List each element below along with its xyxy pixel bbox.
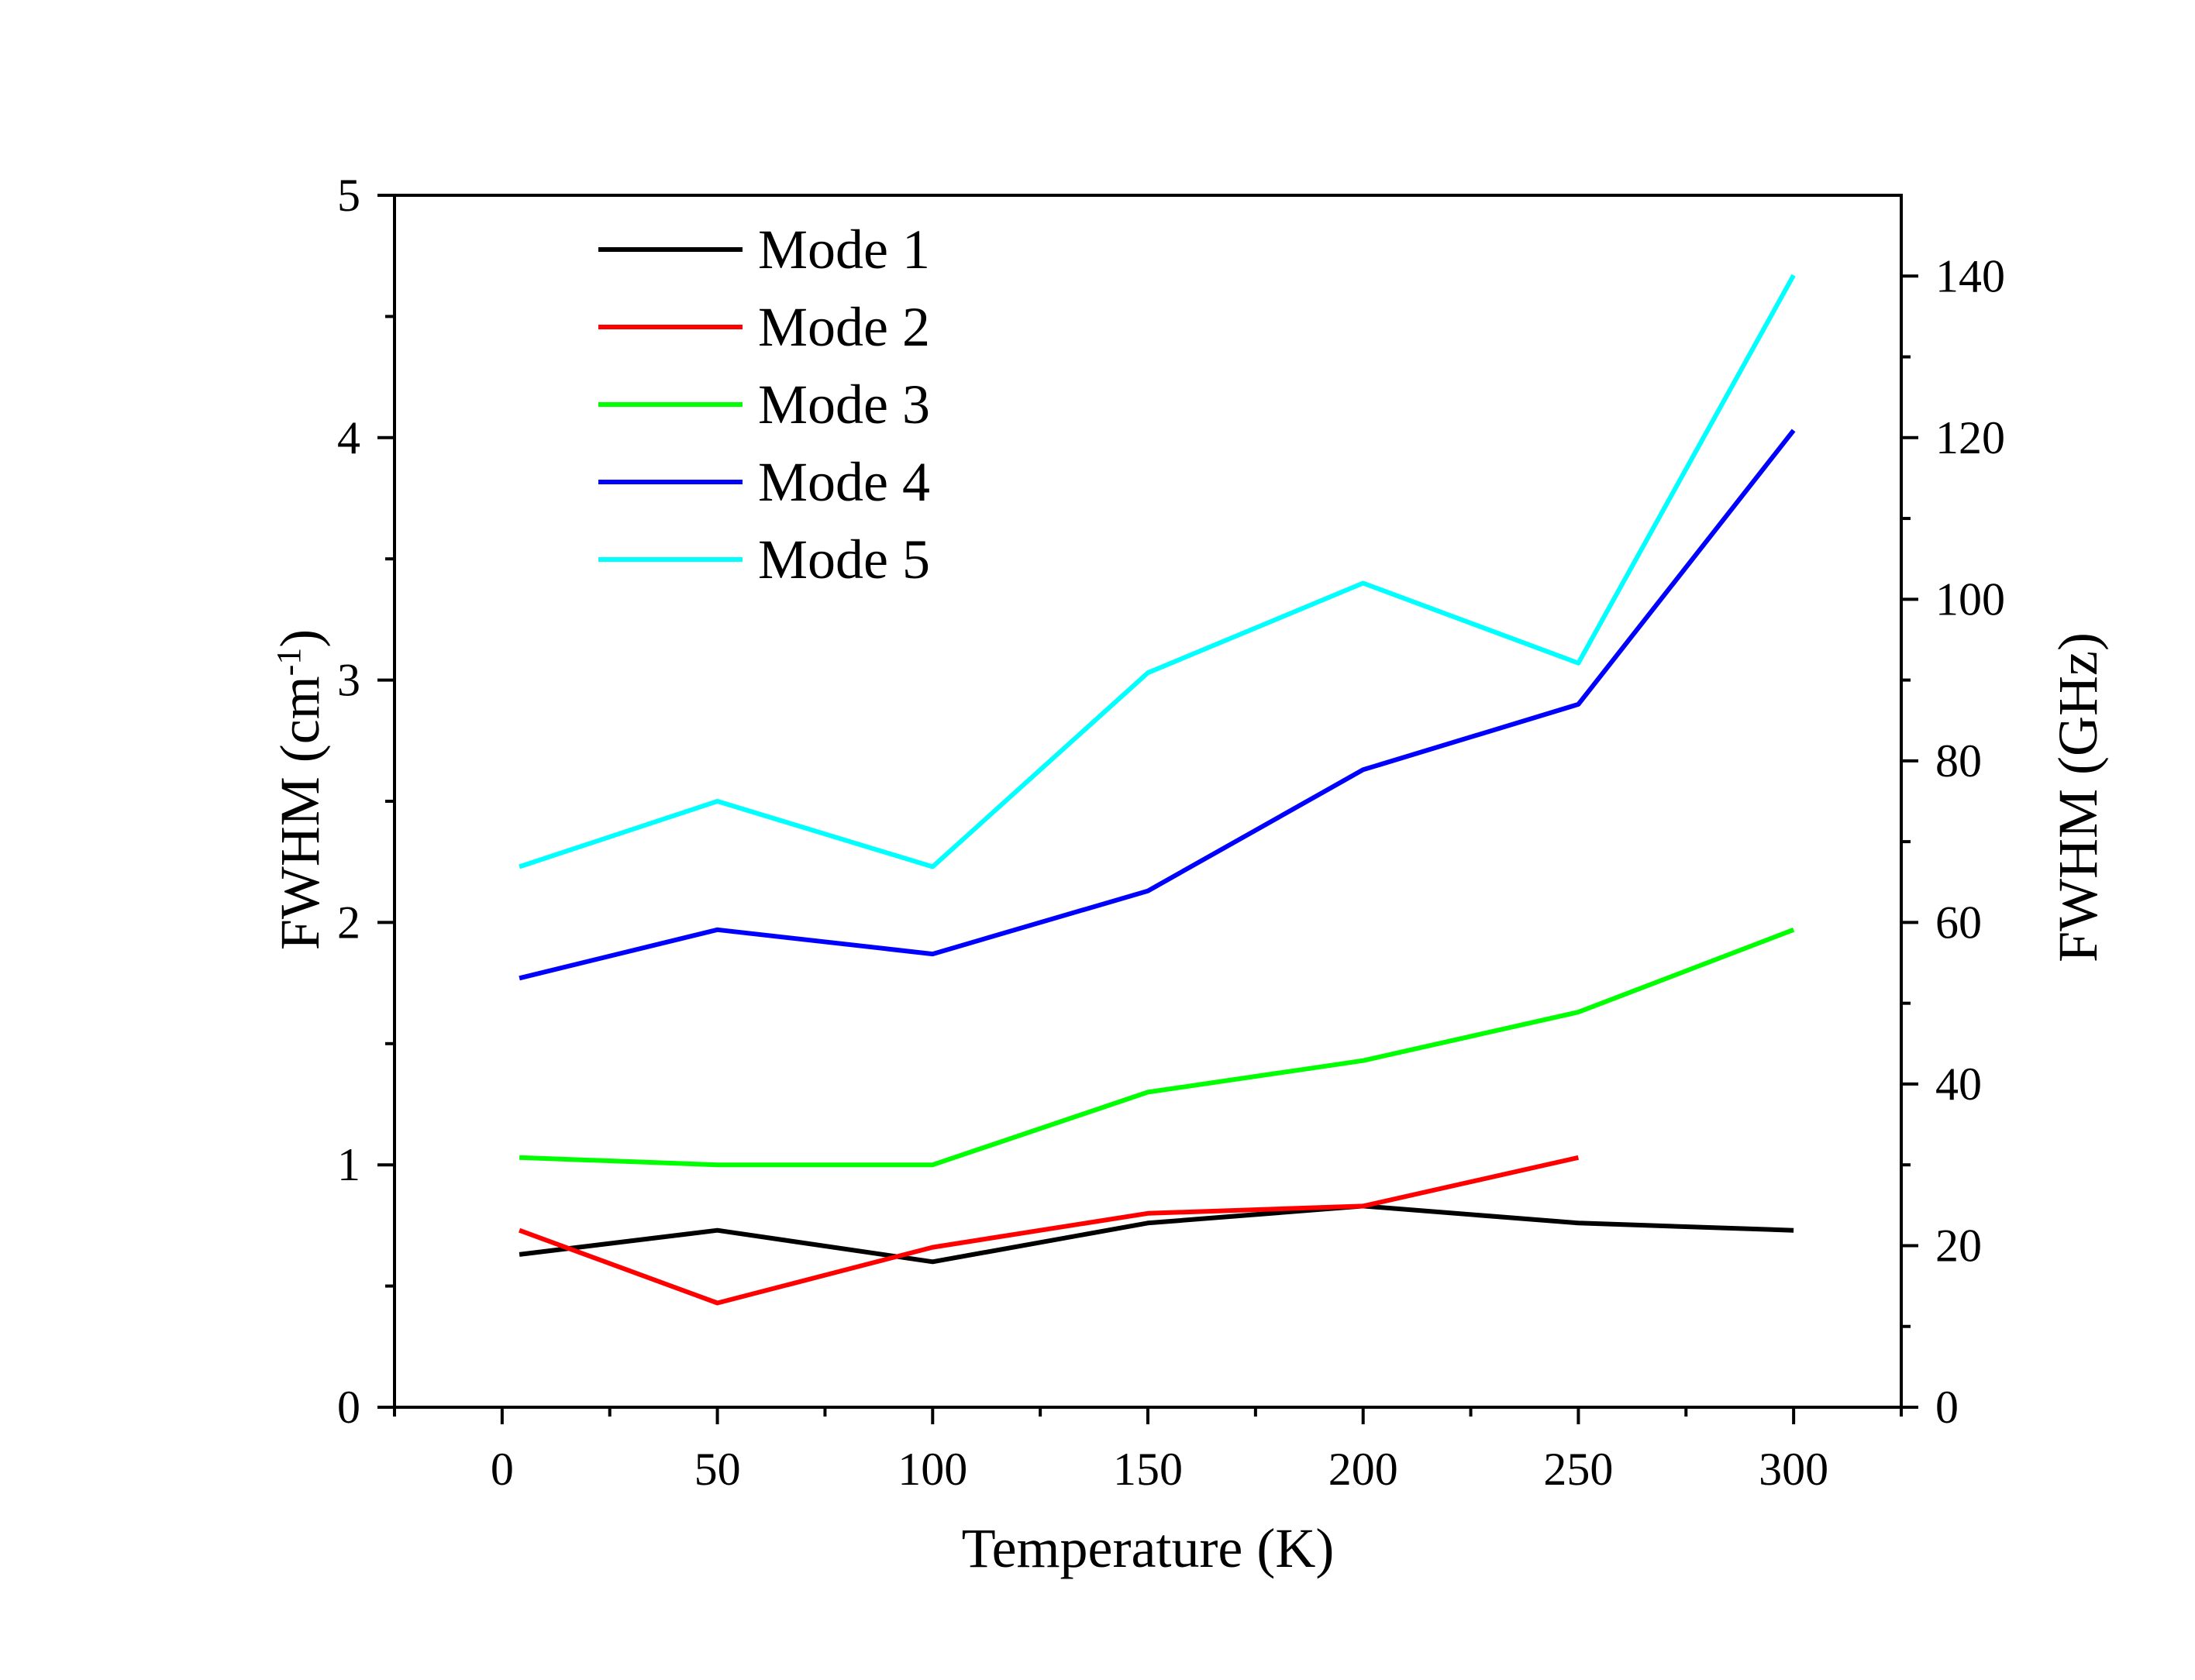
y-axis-title-main: FWHM (cm [269,676,331,950]
y-tick-label: 3 [337,655,360,706]
legend-label-3: Mode 3 [758,374,930,435]
x-tick-label: 150 [1113,1444,1183,1495]
legend: Mode 1 Mode 2 Mode 3 Mode 4 Mode 5 [598,219,930,590]
legend-label-4: Mode 4 [758,451,930,513]
x-tick-label: 300 [1759,1444,1828,1495]
y2-tick-label: 0 [1935,1382,1959,1433]
x-tick-label: 100 [898,1444,967,1495]
y2-tick-label: 20 [1935,1220,1982,1271]
x-tick-label: 0 [491,1444,514,1495]
y-tick-label: 1 [337,1139,360,1190]
x-tick-label: 250 [1543,1444,1613,1495]
y2-tick-label: 40 [1935,1059,1982,1110]
y-axis-right: 0 20 40 60 80 100 120 140 [1901,250,2005,1433]
y2-tick-label: 80 [1935,735,1982,787]
x-tick-label: 50 [694,1444,741,1495]
x-tick-label: 200 [1328,1444,1398,1495]
y-axis-left: 0 1 2 3 4 5 [337,170,395,1433]
plot-lines [519,274,1796,1306]
y2-axis-title: FWHM (GHz) [2047,632,2109,962]
series-line-5 [519,274,1796,869]
legend-label-2: Mode 2 [758,296,930,358]
x-axis-title: Temperature (K) [962,1517,1335,1579]
series-line-2 [519,1155,1580,1306]
x-axis: 0 50 100 150 200 250 300 [393,1407,1903,1495]
y2-tick-label: 100 [1935,573,2005,625]
y-tick-label: 0 [337,1382,360,1433]
series-line-3 [519,927,1795,1168]
y-axis-title-tail: ) [269,629,331,648]
y2-tick-label: 140 [1935,250,2005,301]
y-tick-label: 2 [337,897,360,948]
legend-label-5: Mode 5 [758,528,930,590]
series-line-1 [519,1203,1794,1265]
y2-tick-label: 60 [1935,897,1982,948]
y-axis-title-superscript: -1 [270,648,308,676]
series-line-4 [519,429,1796,981]
y-axis-title: FWHM (cm-1) [269,629,331,951]
y-tick-label: 4 [337,412,360,463]
y-tick-label: 5 [337,170,360,221]
legend-label-1: Mode 1 [758,219,930,281]
y2-tick-label: 120 [1935,412,2005,463]
